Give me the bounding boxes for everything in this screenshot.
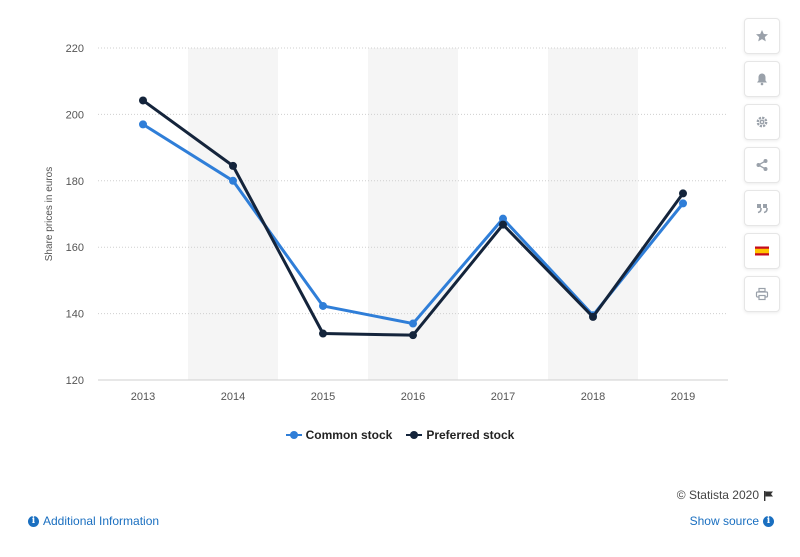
info-icon: i (28, 515, 39, 527)
x-tick-label: 2013 (131, 391, 155, 403)
data-point (319, 329, 327, 338)
data-point (499, 214, 507, 223)
data-point (139, 120, 147, 129)
x-tick-label: 2014 (221, 391, 245, 403)
x-tick-label: 2015 (311, 391, 335, 403)
plot-band (548, 48, 638, 380)
statista-credit[interactable]: © Statista 2020 (677, 488, 774, 502)
plot-band (188, 48, 278, 380)
x-tick-label: 2018 (581, 391, 605, 403)
share-button[interactable] (744, 147, 780, 183)
legend-swatch-preferred (406, 430, 423, 440)
legend: Common stock Preferred stock (0, 428, 800, 442)
print-icon (755, 287, 769, 301)
favorite-button[interactable] (744, 18, 780, 54)
star-icon (756, 30, 768, 42)
data-point (499, 220, 507, 229)
show-source-text: Show source (689, 514, 759, 528)
data-point (319, 301, 327, 310)
quote-icon (757, 204, 768, 214)
x-tick-label: 2019 (671, 391, 695, 403)
data-point (409, 331, 417, 340)
y-tick-label: 200 (66, 109, 84, 121)
legend-label-common: Common stock (305, 428, 393, 442)
sidebar-toolbar (744, 18, 780, 319)
legend-swatch-common (285, 430, 302, 440)
show-source-link[interactable]: Show source i (690, 514, 774, 528)
additional-information-text: Additional Information (43, 514, 160, 528)
credit-text: © Statista 2020 (676, 488, 759, 502)
legend-item-common[interactable]: Common stock (285, 428, 393, 442)
flag-icon (764, 490, 773, 501)
line-chart: 120 140 160 180 200 220 2013 2014 2015 2016 2017 20… (44, 43, 728, 403)
share-icon (756, 159, 768, 171)
cite-button[interactable] (744, 190, 780, 226)
bell-icon (757, 73, 767, 86)
y-tick-label: 140 (66, 309, 84, 321)
y-axis-title: Share prices in euros (44, 167, 55, 262)
additional-information-link[interactable]: i Additional Information (28, 514, 159, 528)
x-tick-label: 2017 (491, 391, 515, 403)
data-point (679, 199, 687, 208)
notification-button[interactable] (744, 61, 780, 97)
legend-label-preferred: Preferred stock (426, 428, 515, 442)
print-button[interactable] (744, 276, 780, 312)
y-tick-label: 160 (66, 242, 84, 254)
language-button[interactable] (744, 233, 780, 269)
data-point (229, 161, 237, 170)
flag-spain-icon (755, 246, 769, 256)
y-tick-label: 180 (66, 176, 84, 188)
info-icon: i (763, 515, 774, 527)
settings-button[interactable] (744, 104, 780, 140)
legend-item-preferred[interactable]: Preferred stock (406, 428, 514, 442)
data-point (229, 176, 237, 185)
x-tick-label: 2016 (401, 391, 425, 403)
data-point (139, 96, 147, 105)
plot-band (368, 48, 458, 380)
data-point (409, 319, 417, 328)
data-point (679, 189, 687, 198)
y-tick-label: 120 (66, 375, 84, 387)
gear-icon (756, 116, 768, 128)
data-point (589, 312, 597, 321)
y-tick-label: 220 (66, 43, 84, 55)
